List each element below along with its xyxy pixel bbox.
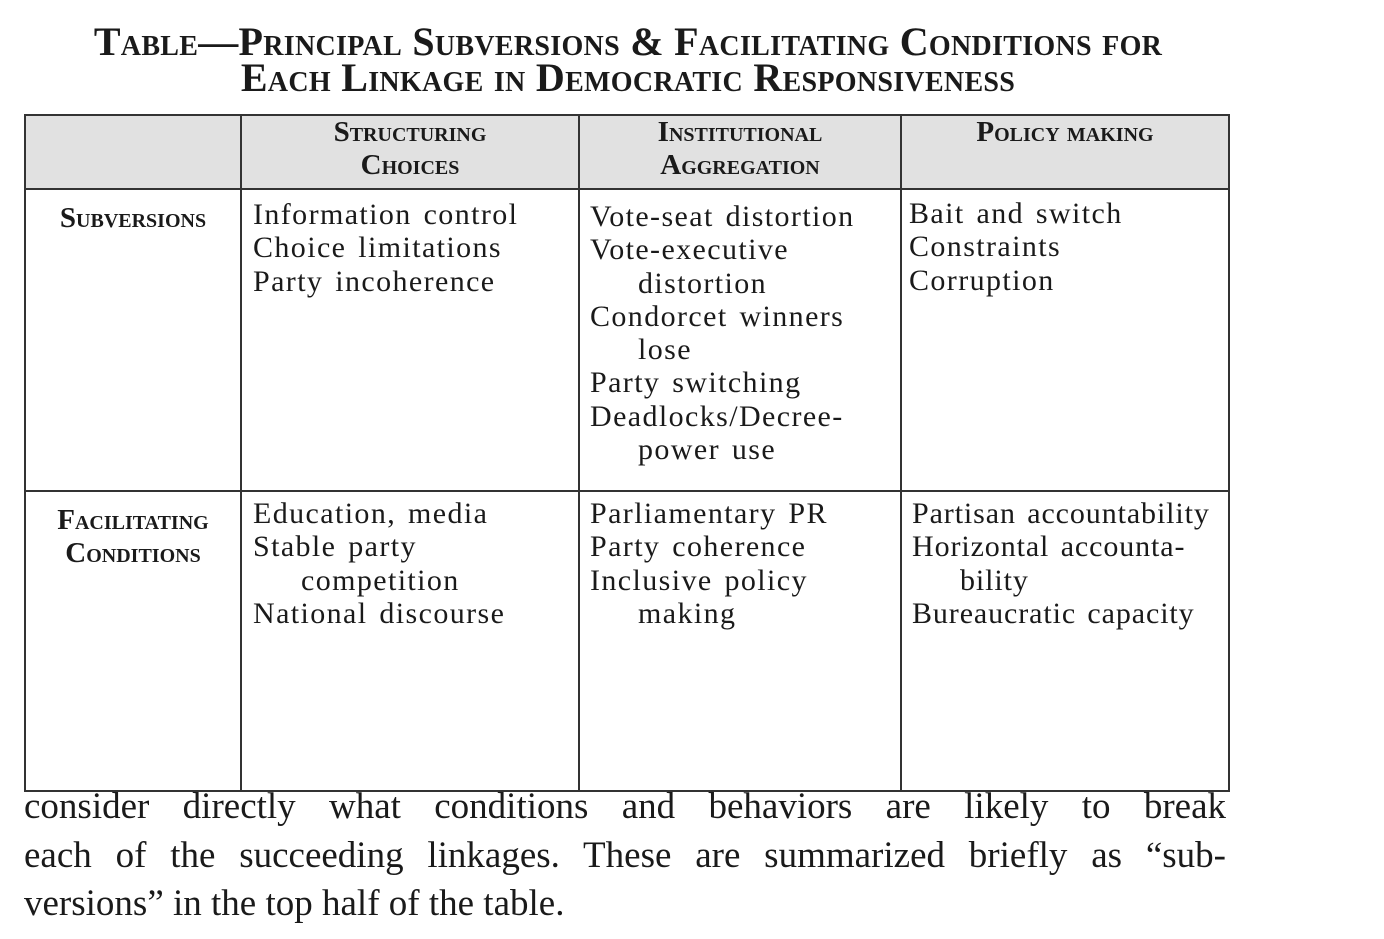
cell-facilitating-policy: Partisan accountability Horizontal accou… — [900, 490, 1230, 792]
table-title-line-1: Table—Principal Subversions & Facilitati… — [93, 19, 1163, 64]
list-item: Corruption — [909, 263, 1055, 297]
list-item: Constraints — [909, 230, 1062, 264]
paragraph-line-3: versions” in the top half of the table. — [24, 883, 565, 924]
table-title: Table—Principal Subversions & Facilitati… — [0, 19, 1256, 100]
row-header-subversions: Subversions — [24, 188, 242, 492]
list-item: Party coherence — [590, 530, 807, 564]
table-title-line-2: Each Linkage in Democratic Responsivenes… — [240, 55, 1016, 100]
paragraph-line-1: consider directly what conditions and be… — [24, 786, 1226, 827]
list-item: Deadlocks/Decree-power use — [590, 399, 844, 467]
cell-facilitating-aggregation: Parliamentary PR Party coherence Inclusi… — [578, 490, 902, 792]
list-item: Party incoherence — [253, 264, 496, 298]
list-item: Partisan accountability — [912, 497, 1210, 530]
list-item: Inclusive policy making — [590, 563, 808, 630]
list-item: Information control — [253, 198, 519, 231]
paragraph-line-2: each of the succeeding linkages. These a… — [24, 834, 1226, 876]
column-header-institutional-aggregation: Institutional Aggregation — [578, 114, 902, 190]
list-item: Bait and switch — [909, 197, 1123, 230]
list-item: Choice limitations — [253, 231, 503, 265]
corner-header-cell — [24, 114, 242, 190]
table-row-subversions: Subversions Information control Choice l… — [24, 188, 1230, 492]
cell-facilitating-structuring: Education, media Stable party competitio… — [240, 490, 580, 792]
list-item: Education, media — [253, 497, 489, 530]
list-item: Condorcet winners lose — [590, 299, 845, 367]
list-item: Parliamentary PR — [590, 497, 828, 530]
column-header-policy-making: Policy making — [900, 114, 1230, 190]
list-item: Party switching — [590, 366, 802, 400]
list-item: Vote-seat distortion — [590, 200, 855, 233]
list-item: National discourse — [253, 596, 506, 630]
list-item: Bureaucratic capacity — [912, 596, 1195, 630]
list-item: Horizontal accounta-bility — [912, 530, 1186, 597]
list-item: Vote-executive distortion — [590, 233, 789, 300]
list-item: Stable party competition — [253, 530, 460, 597]
cell-subversions-structuring: Information control Choice limitations P… — [240, 188, 580, 492]
table-row-facilitating-conditions: Facilitating Conditions Education, media… — [24, 490, 1230, 792]
table-header-row: Structuring Choices Institutional Aggreg… — [24, 114, 1230, 190]
cell-subversions-policy: Bait and switch Constraints Corruption — [900, 188, 1230, 492]
body-paragraph: consider directly what conditions and be… — [24, 783, 1226, 929]
cell-subversions-aggregation: Vote-seat distortion Vote-executive dist… — [578, 188, 902, 492]
column-header-structuring-choices: Structuring Choices — [240, 114, 580, 190]
row-header-facilitating-conditions: Facilitating Conditions — [24, 490, 242, 792]
linkage-table: Structuring Choices Institutional Aggreg… — [24, 114, 1230, 792]
